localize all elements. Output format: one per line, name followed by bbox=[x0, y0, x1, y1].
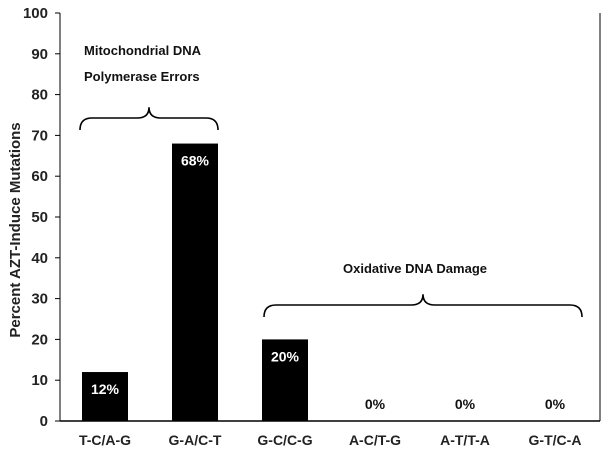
x-tick-label: G-T/C-A bbox=[529, 432, 582, 448]
y-tick-label: 30 bbox=[31, 291, 48, 308]
bars: 12% 68% 20% 0% 0% 0% bbox=[82, 143, 566, 421]
y-tick-label: 40 bbox=[31, 250, 48, 267]
bar bbox=[172, 143, 218, 421]
y-tick-label: 10 bbox=[31, 372, 48, 389]
x-tick-label: T-C/A-G bbox=[79, 432, 131, 448]
curly-brace bbox=[79, 107, 219, 131]
annotations: Mitochondrial DNA Polymerase Errors Oxidat… bbox=[79, 43, 583, 318]
x-axis-categories: T-C/A-G G-A/C-T G-C/C-G A-C/T-G A-T/T-A G-T/C… bbox=[79, 432, 582, 448]
y-tick-label: 80 bbox=[31, 87, 48, 104]
annotation-text: Oxidative DNA Damage bbox=[343, 261, 487, 276]
data-label: 12% bbox=[91, 381, 120, 397]
data-label: 0% bbox=[455, 396, 476, 412]
x-tick-label: A-C/T-G bbox=[349, 432, 401, 448]
curly-brace bbox=[263, 294, 583, 318]
y-tick-label: 20 bbox=[31, 331, 48, 348]
y-tick-label: 70 bbox=[31, 127, 48, 144]
bar bbox=[82, 372, 128, 421]
annotation-text: Mitochondrial DNA bbox=[84, 43, 202, 58]
y-tick-label: 90 bbox=[31, 46, 48, 63]
y-tick-label: 100 bbox=[23, 5, 48, 22]
y-axis: 0 10 20 30 40 50 60 70 80 90 100 bbox=[23, 5, 60, 430]
annotation-text: Polymerase Errors bbox=[84, 69, 200, 84]
x-tick-label: G-A/C-T bbox=[169, 432, 222, 448]
data-label: 0% bbox=[365, 396, 386, 412]
y-tick-label: 50 bbox=[31, 209, 48, 226]
data-label: 20% bbox=[271, 348, 300, 364]
y-tick-label: 60 bbox=[31, 168, 48, 185]
data-label: 0% bbox=[545, 396, 566, 412]
x-tick-label: A-T/T-A bbox=[440, 432, 490, 448]
x-tick-label: G-C/C-G bbox=[257, 432, 312, 448]
y-axis-label: Percent AZT-Induce Mutations bbox=[7, 122, 24, 337]
bar bbox=[262, 339, 308, 421]
data-label: 68% bbox=[181, 153, 210, 169]
y-tick-label: 0 bbox=[40, 413, 48, 430]
